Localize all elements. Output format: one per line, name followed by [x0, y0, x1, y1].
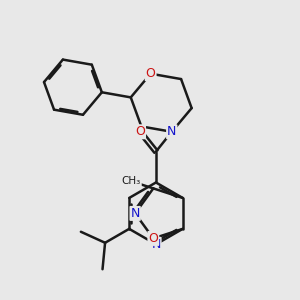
Text: O: O: [146, 67, 156, 80]
Text: CH₃: CH₃: [122, 176, 141, 186]
Text: O: O: [148, 232, 158, 245]
Text: N: N: [167, 125, 176, 138]
Text: N: N: [151, 238, 160, 251]
Text: O: O: [135, 125, 145, 138]
Text: N: N: [130, 207, 140, 220]
